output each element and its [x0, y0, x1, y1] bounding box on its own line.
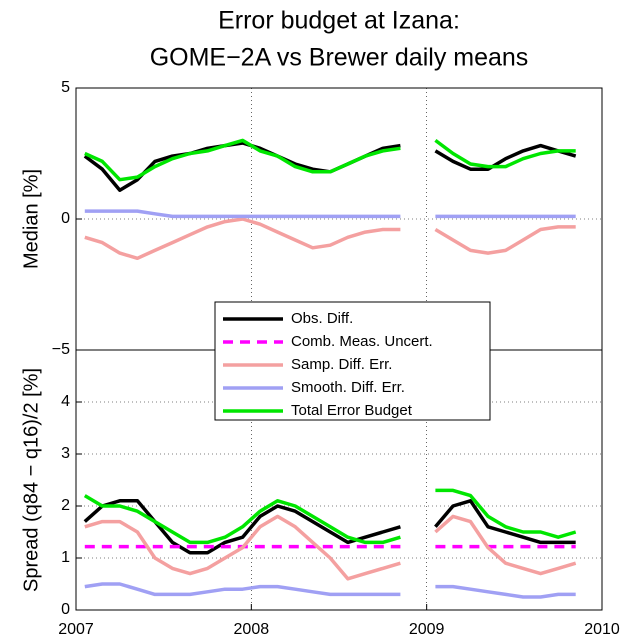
chart-title: GOME−2A vs Brewer daily means [150, 44, 529, 72]
legend: Obs. Diff. Comb. Meas. Uncert. Samp. Diff.… [214, 301, 491, 421]
x-tick-label: 2007 [58, 621, 94, 638]
legend-label: Total Error Budget [291, 402, 413, 419]
y-tick-label: 4 [61, 393, 70, 410]
x-tick-label: 2008 [234, 621, 270, 638]
legend-label: Samp. Diff. Err. [291, 356, 392, 373]
data-line [84, 514, 577, 581]
data-line [84, 209, 576, 219]
legend-label: Smooth. Diff. Err. [291, 379, 405, 396]
x-tick-label: 2009 [409, 621, 445, 638]
chart-title: Error budget at Izana: [218, 7, 460, 35]
y-tick-label: −5 [52, 341, 70, 358]
y-tick-label: 5 [61, 79, 70, 96]
legend-box [214, 301, 491, 421]
data-line [83, 499, 576, 555]
y-axis-label: Spread (q84 − q16)/2 [%] [20, 368, 42, 592]
y-tick-label: 0 [61, 601, 70, 618]
y-axis-label: Median [%] [20, 169, 42, 269]
y-tick-label: 1 [61, 549, 70, 566]
data-line [84, 217, 576, 261]
data-line [84, 138, 576, 182]
x-tick-label: 2010 [584, 621, 620, 638]
legend-label: Comb. Meas. Uncert. [291, 333, 433, 350]
y-tick-label: 0 [61, 210, 70, 227]
y-tick-label: 2 [61, 497, 70, 514]
legend-label: Obs. Diff. [291, 310, 353, 327]
y-tick-label: 3 [61, 445, 70, 462]
data-line [84, 582, 576, 599]
data-line [83, 488, 577, 545]
